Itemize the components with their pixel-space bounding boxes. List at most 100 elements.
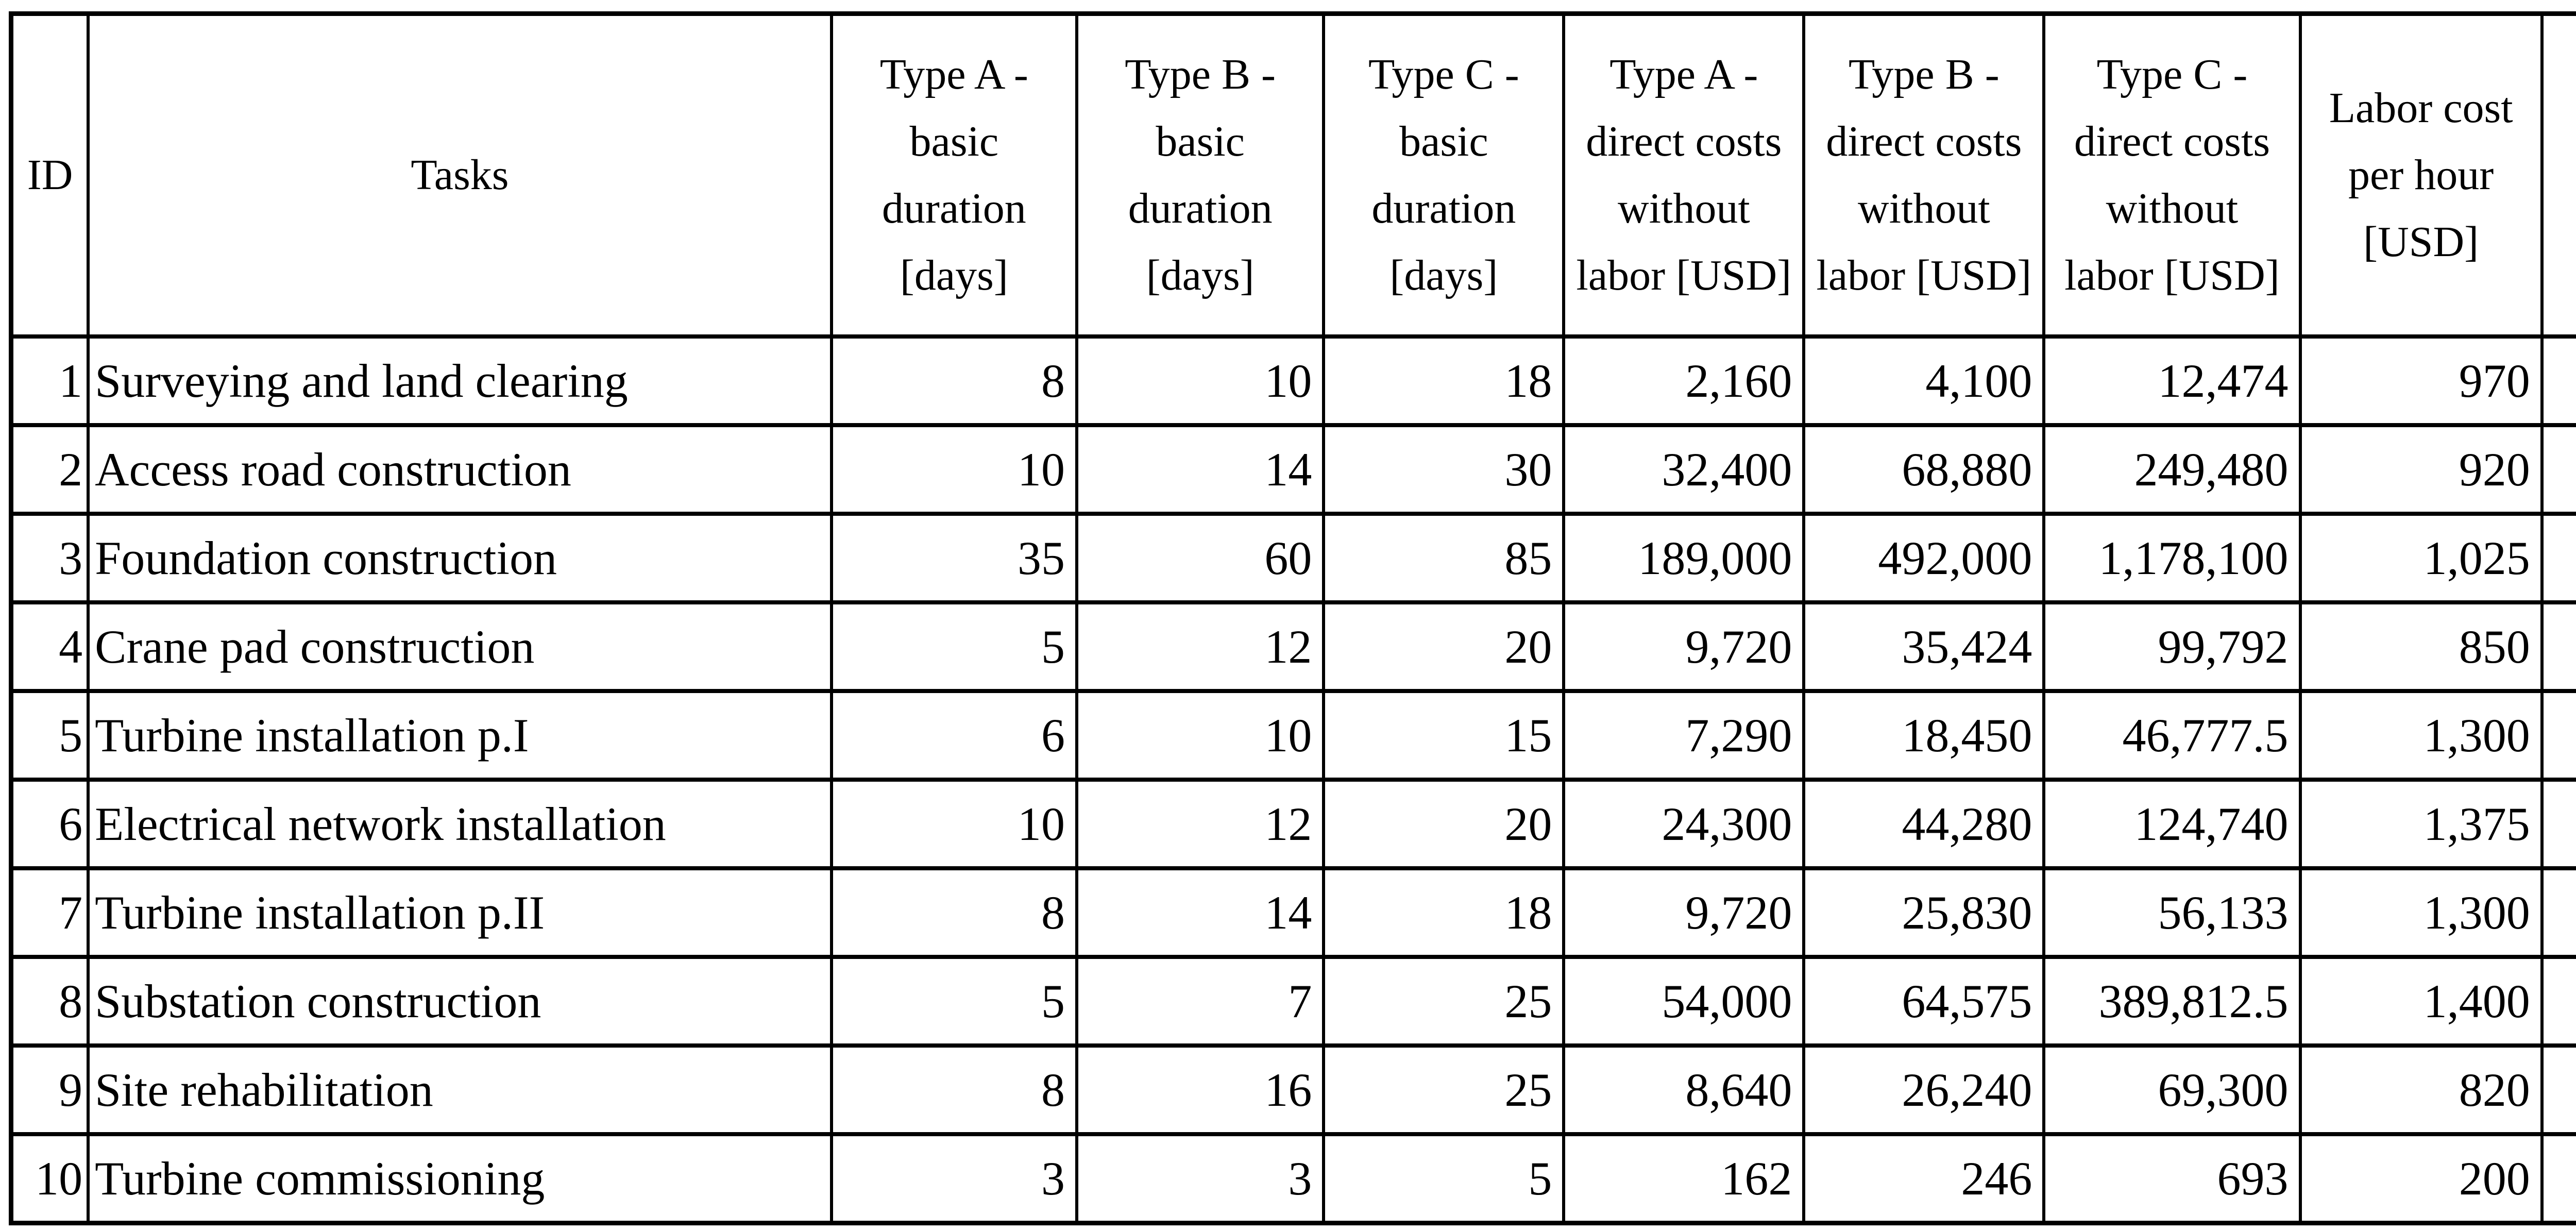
value-cell: 3 [829,1132,1078,1225]
table-row: 7 Turbine installation p.II 8 14 18 9,720 25,8… [9,866,2576,959]
value-cell: 16 [1075,1043,1326,1136]
value-cell: 249,480 [2042,423,2302,516]
value-cell: 10 [829,778,1078,870]
value-cell: 6 [829,689,1078,782]
value-cell: 8 [829,334,1078,427]
value-cell: 4,100 [1802,334,2046,427]
value-cell: 99,792 [2042,600,2302,693]
column-header-type-a-direct-costs: Type A - direct costs without labor [USD… [1562,11,1806,339]
value-cell: 433 [2540,866,2576,959]
value-cell: 389,812.5 [2042,955,2302,1048]
value-cell: 458 [2540,778,2576,870]
value-cell: 9,720 [1562,600,1806,693]
value-cell: 10 [829,423,1078,516]
value-cell: 850 [2298,600,2544,693]
table-row: 2 Access road construction 10 14 30 32,400 68,… [9,423,2576,516]
value-cell: 24,300 [1562,778,1806,870]
value-cell: 12 [1075,600,1326,693]
value-cell: 32,400 [1562,423,1806,516]
value-cell: 8 [829,1043,1078,1136]
row-id-cell: 6 [9,778,90,870]
value-cell: 466 [2540,955,2576,1048]
table-row: 3 Foundation construction 35 60 85 189,000 492… [9,512,2576,604]
row-id-cell: 7 [9,866,90,959]
value-cell: 3 [1075,1132,1326,1225]
value-cell: 18,450 [1802,689,2046,782]
value-cell: 12,474 [2042,334,2302,427]
column-header-type-b-direct-costs: Type B - direct costs without labor [USD… [1802,11,2046,339]
value-cell: 69,300 [2042,1043,2302,1136]
value-cell: 970 [2298,334,2544,427]
value-cell: 323 [2540,334,2576,427]
column-header-idle-time-penalty: Idle time penalty [USD] [2540,11,2576,339]
value-cell: 9,720 [1562,866,1806,959]
value-cell: 1,400 [2298,955,2544,1048]
value-cell: 5 [1322,1132,1566,1225]
value-cell: 56,133 [2042,866,2302,959]
value-cell: 693 [2042,1132,2302,1225]
row-id-cell: 2 [9,423,90,516]
task-cell: Site rehabilitation [87,1043,833,1136]
value-cell: 25 [1322,955,1566,1048]
value-cell: 64,575 [1802,955,2046,1048]
value-cell: 26,240 [1802,1043,2046,1136]
value-cell: 10 [1075,334,1326,427]
value-cell: 2,160 [1562,334,1806,427]
value-cell: 44,280 [1802,778,2046,870]
row-id-cell: 8 [9,955,90,1048]
task-cell: Electrical network installation [87,778,833,870]
task-cell: Access road construction [87,423,833,516]
column-header-type-c-direct-costs: Type C - direct costs without labor [USD… [2042,11,2302,339]
column-header-id: ID [9,11,90,339]
table-row: 9 Site rehabilitation 8 16 25 8,640 26,240 69,3… [9,1043,2576,1136]
value-cell: 920 [2298,423,2544,516]
task-cell: Surveying and land clearing [87,334,833,427]
task-cell: Foundation construction [87,512,833,604]
row-id-cell: 9 [9,1043,90,1136]
value-cell: 8,640 [1562,1043,1806,1136]
value-cell: 54,000 [1562,955,1806,1048]
value-cell: 100 [2540,1132,2576,1225]
column-header-labor-cost: Labor cost per hour [USD] [2298,11,2544,339]
table-row: 5 Turbine installation p.I 6 10 15 7,290 18,45… [9,689,2576,782]
value-cell: 283 [2540,600,2576,693]
task-cell: Turbine installation p.I [87,689,833,782]
row-id-cell: 3 [9,512,90,604]
column-header-type-c-duration: Type C - basic duration [days] [1322,11,1566,339]
value-cell: 200 [2298,1132,2544,1225]
column-header-tasks: Tasks [87,11,833,339]
value-cell: 15 [1322,689,1566,782]
value-cell: 820 [2298,1043,2544,1136]
value-cell: 18 [1322,334,1566,427]
value-cell: 5 [829,600,1078,693]
value-cell: 5 [829,955,1078,1048]
row-id-cell: 10 [9,1132,90,1225]
value-cell: 25 [1322,1043,1566,1136]
value-cell: 10 [1075,689,1326,782]
value-cell: 1,375 [2298,778,2544,870]
table-body: 1 Surveying and land clearing 8 10 18 2,160 4,… [9,334,2576,1225]
value-cell: 246 [1802,1132,2046,1225]
value-cell: 35 [829,512,1078,604]
value-cell: 1,300 [2298,866,2544,959]
value-cell: 492,000 [1802,512,2046,604]
value-cell: 68,880 [1802,423,2046,516]
table-header-row: ID Tasks Type A - basic duration [days] … [9,11,2576,339]
value-cell: 306 [2540,423,2576,516]
row-id-cell: 1 [9,334,90,427]
table-row: 4 Crane pad construction 5 12 20 9,720 35,424 9… [9,600,2576,693]
value-cell: 273 [2540,1043,2576,1136]
value-cell: 1,178,100 [2042,512,2302,604]
value-cell: 12 [1075,778,1326,870]
value-cell: 85 [1322,512,1566,604]
row-id-cell: 4 [9,600,90,693]
task-cell: Crane pad construction [87,600,833,693]
task-cell: Turbine commissioning [87,1132,833,1225]
value-cell: 20 [1322,778,1566,870]
value-cell: 124,740 [2042,778,2302,870]
value-cell: 14 [1075,866,1326,959]
value-cell: 30 [1322,423,1566,516]
value-cell: 8 [829,866,1078,959]
value-cell: 189,000 [1562,512,1806,604]
